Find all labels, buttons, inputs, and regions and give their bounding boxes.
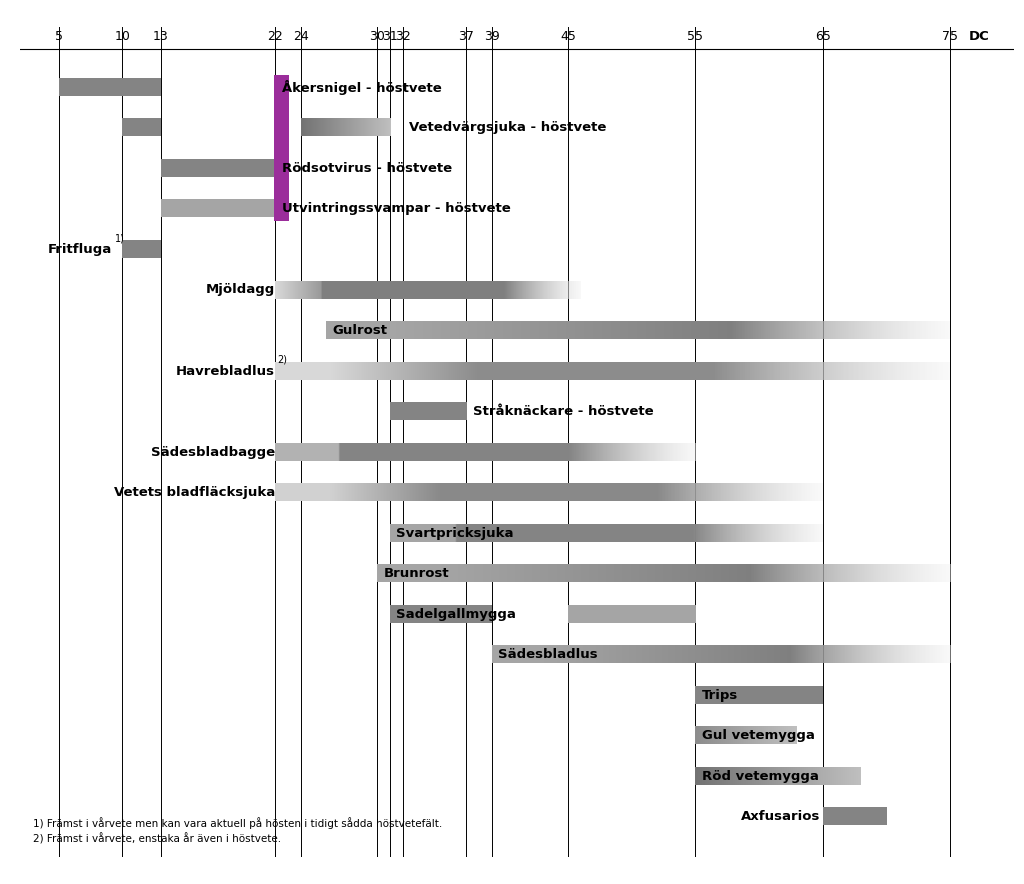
Text: 30: 30: [369, 30, 385, 42]
Text: Utvintringssvampar - höstvete: Utvintringssvampar - höstvete: [282, 202, 510, 216]
Text: Fritfluga: Fritfluga: [48, 243, 113, 256]
Text: 2): 2): [278, 354, 288, 365]
Text: Trips: Trips: [701, 689, 738, 702]
Text: 10: 10: [115, 30, 130, 42]
Text: 1): 1): [115, 233, 125, 243]
Text: Havrebladlus: Havrebladlus: [176, 364, 275, 377]
Text: Åkersnigel - höstvete: Åkersnigel - höstvete: [282, 80, 441, 95]
Text: DC: DC: [969, 30, 990, 42]
Bar: [273, 75, 289, 221]
Text: Sädesbladbagge: Sädesbladbagge: [152, 446, 275, 459]
Text: 37: 37: [459, 30, 474, 42]
Text: 45: 45: [560, 30, 575, 42]
Text: Brunrost: Brunrost: [383, 568, 450, 580]
Text: 65: 65: [815, 30, 830, 42]
Text: Vetedvärgsjuka - höstvete: Vetedvärgsjuka - höstvete: [409, 121, 606, 134]
Text: 22: 22: [267, 30, 283, 42]
Text: 2) Främst i vårvete, enstaka år även i höstvete.: 2) Främst i vårvete, enstaka år även i h…: [33, 834, 282, 845]
Text: 31: 31: [382, 30, 397, 42]
Text: 1) Främst i vårvete men kan vara aktuell på hösten i tidigt sådda höstvetefält.: 1) Främst i vårvete men kan vara aktuell…: [33, 817, 442, 829]
Text: Röd vetemygga: Röd vetemygga: [701, 770, 818, 783]
Text: 39: 39: [483, 30, 500, 42]
Text: Rödsotvirus - höstvete: Rödsotvirus - höstvete: [282, 162, 452, 175]
Text: Axfusarios: Axfusarios: [740, 811, 820, 823]
Text: Vinter: Vinter: [275, 128, 288, 169]
Text: Mjöldagg: Mjöldagg: [206, 284, 275, 296]
Text: Gulrost: Gulrost: [333, 324, 387, 337]
Text: 55: 55: [687, 30, 703, 42]
Text: 75: 75: [942, 30, 958, 42]
Text: Vetets bladfläcksjuka: Vetets bladfläcksjuka: [114, 486, 275, 499]
Text: 24: 24: [293, 30, 308, 42]
Text: 32: 32: [394, 30, 411, 42]
Text: Sadelgallmygga: Sadelgallmygga: [396, 608, 516, 621]
Text: Sädesbladlus: Sädesbladlus: [498, 648, 598, 661]
Text: Gul vetemygga: Gul vetemygga: [701, 729, 815, 743]
Text: Stråknäckare - höstvete: Stråknäckare - höstvete: [472, 405, 653, 418]
Text: 5: 5: [54, 30, 62, 42]
Text: Svartpricksjuka: Svartpricksjuka: [396, 527, 514, 540]
Text: 13: 13: [153, 30, 168, 42]
